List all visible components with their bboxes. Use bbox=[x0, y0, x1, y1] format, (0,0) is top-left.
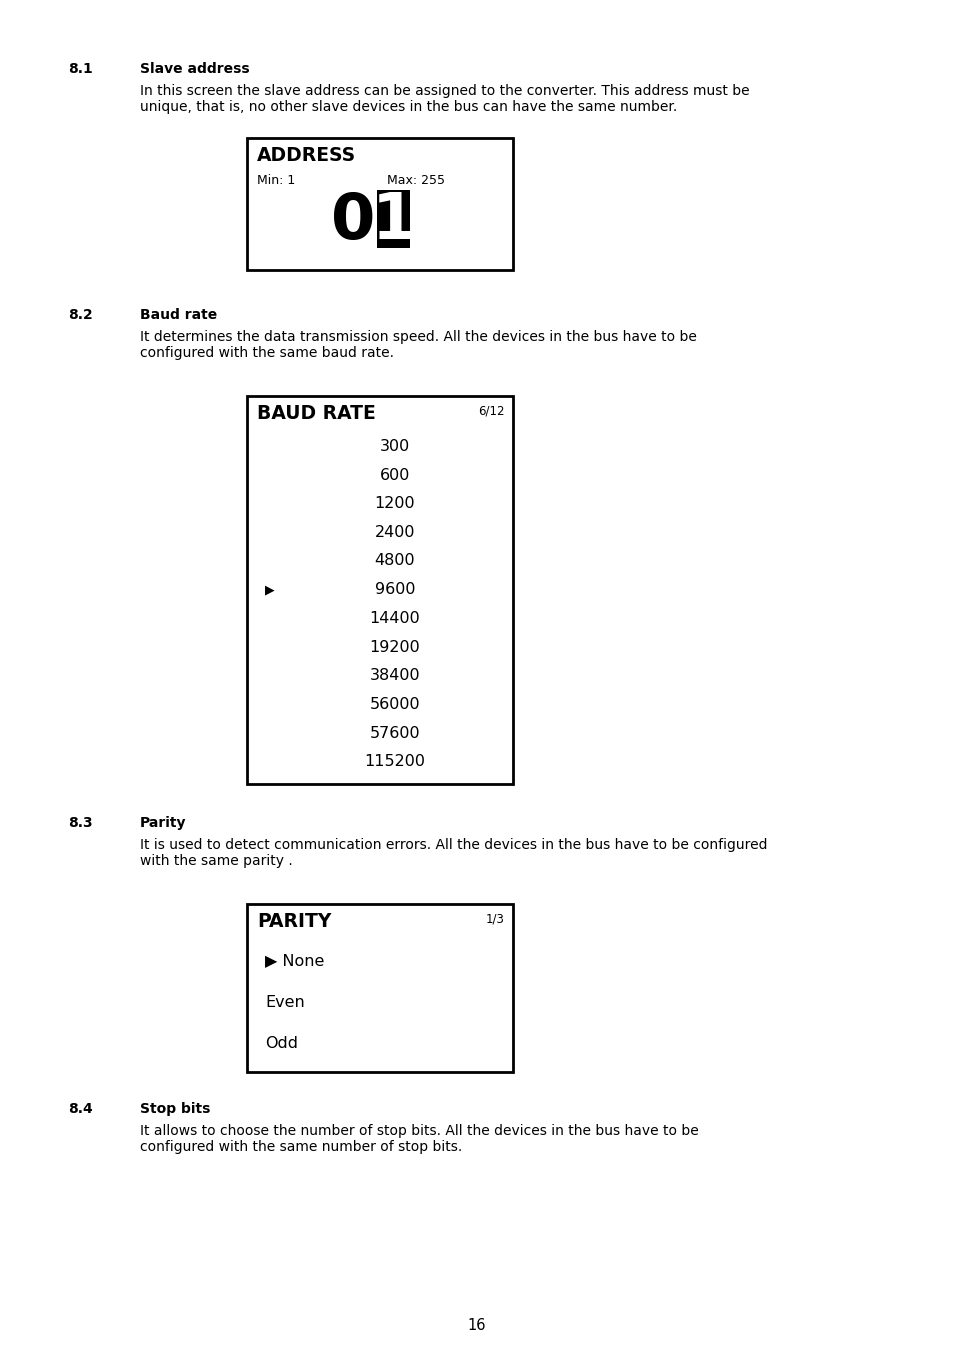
Text: 115200: 115200 bbox=[364, 754, 425, 769]
Bar bbox=[247, 904, 513, 1072]
Text: It allows to choose the number of stop bits. All the devices in the bus have to : It allows to choose the number of stop b… bbox=[140, 1124, 698, 1139]
Text: ▶: ▶ bbox=[265, 583, 274, 596]
Text: PARITY: PARITY bbox=[256, 912, 331, 931]
Text: 56000: 56000 bbox=[370, 697, 420, 712]
Text: configured with the same baud rate.: configured with the same baud rate. bbox=[140, 345, 394, 360]
Text: 8.2: 8.2 bbox=[68, 308, 92, 322]
Text: BAUD RATE: BAUD RATE bbox=[256, 403, 375, 424]
Text: 8.3: 8.3 bbox=[68, 816, 92, 830]
Text: ▶ None: ▶ None bbox=[265, 954, 324, 969]
Text: 14400: 14400 bbox=[369, 611, 420, 626]
Text: unique, that is, no other slave devices in the bus can have the same number.: unique, that is, no other slave devices … bbox=[140, 100, 677, 115]
Text: 1: 1 bbox=[371, 190, 416, 252]
Text: 19200: 19200 bbox=[369, 639, 420, 654]
Text: Max: 255: Max: 255 bbox=[387, 174, 444, 188]
Text: 8.1: 8.1 bbox=[68, 62, 92, 76]
Text: 38400: 38400 bbox=[370, 668, 420, 683]
Text: Min: 1: Min: 1 bbox=[256, 174, 294, 188]
Text: Parity: Parity bbox=[140, 816, 186, 830]
Text: It is used to detect communication errors. All the devices in the bus have to be: It is used to detect communication error… bbox=[140, 838, 767, 853]
Text: Odd: Odd bbox=[265, 1036, 297, 1051]
Text: 6/12: 6/12 bbox=[478, 403, 504, 417]
Bar bbox=[247, 397, 513, 784]
Text: 300: 300 bbox=[379, 438, 410, 453]
Bar bbox=[376, 190, 410, 248]
Text: Stop bits: Stop bits bbox=[140, 1102, 211, 1116]
Bar bbox=[247, 138, 513, 270]
Text: 1/3: 1/3 bbox=[486, 912, 504, 925]
Text: ADDRESS: ADDRESS bbox=[256, 146, 355, 165]
Text: 600: 600 bbox=[379, 468, 410, 483]
Text: Slave address: Slave address bbox=[140, 62, 250, 76]
Text: 57600: 57600 bbox=[370, 726, 420, 741]
Text: with the same parity .: with the same parity . bbox=[140, 854, 293, 867]
Text: 0: 0 bbox=[331, 190, 375, 252]
Text: 16: 16 bbox=[467, 1318, 486, 1333]
Text: It determines the data transmission speed. All the devices in the bus have to be: It determines the data transmission spee… bbox=[140, 331, 696, 344]
Text: Baud rate: Baud rate bbox=[140, 308, 217, 322]
Text: 4800: 4800 bbox=[375, 553, 415, 568]
Text: Even: Even bbox=[265, 994, 304, 1009]
Text: 9600: 9600 bbox=[375, 583, 415, 598]
Text: 2400: 2400 bbox=[375, 525, 415, 540]
Text: In this screen the slave address can be assigned to the converter. This address : In this screen the slave address can be … bbox=[140, 84, 749, 98]
Text: 1200: 1200 bbox=[375, 496, 415, 511]
Text: 8.4: 8.4 bbox=[68, 1102, 92, 1116]
Text: configured with the same number of stop bits.: configured with the same number of stop … bbox=[140, 1140, 462, 1153]
